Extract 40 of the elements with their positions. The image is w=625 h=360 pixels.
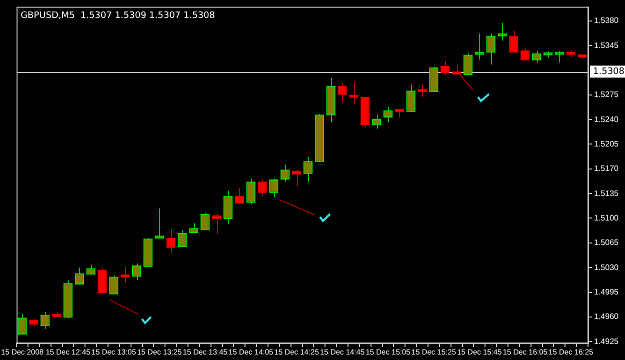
y-tick-label: 1.5380 — [594, 16, 620, 26]
y-tick-label: 1.5030 — [594, 262, 620, 272]
candlestick — [498, 22, 507, 42]
candlestick — [200, 212, 210, 231]
text: GBPUSD,M5 1.5307 1.5309 1.5307 1.5308 — [20, 11, 216, 22]
candlestick — [406, 84, 416, 112]
y-tick-label: 1.5345 — [594, 40, 620, 50]
candlestick — [246, 178, 256, 205]
candlestick — [18, 314, 27, 336]
candlestick — [349, 82, 358, 105]
candlestick — [383, 106, 393, 123]
candlestick — [338, 82, 347, 102]
candlestick — [418, 84, 427, 98]
y-tick-label: 1.5275 — [594, 90, 620, 100]
ref-line-label: 1.5308 — [593, 66, 625, 77]
candlestick — [154, 208, 164, 240]
candlestick — [509, 30, 518, 54]
candlestick — [463, 52, 473, 76]
y-tick-label: 1.4995 — [594, 287, 620, 296]
candlestick — [474, 33, 484, 60]
candlestick — [120, 266, 130, 284]
y-tick-label: 1.4925 — [594, 336, 620, 346]
y-tick-label: 1.5170 — [594, 164, 620, 174]
y-tick-label: 1.5240 — [594, 114, 620, 124]
y-tick-label: 1.5100 — [594, 213, 620, 222]
candlestick — [554, 50, 564, 63]
y-tick-label: 1.5135 — [594, 188, 620, 198]
candlestick — [372, 114, 382, 130]
candlestick — [109, 274, 118, 295]
candlestick — [486, 33, 496, 66]
candlestick — [98, 267, 107, 294]
candlestick — [429, 66, 438, 93]
candlestick — [223, 190, 233, 224]
candlestick — [212, 214, 222, 234]
y-tick-label: 1.5205 — [594, 139, 620, 148]
candlestick — [292, 169, 302, 186]
y-tick-label: 1.5065 — [594, 238, 620, 248]
candlestick — [532, 50, 542, 63]
candlestick — [452, 64, 462, 75]
y-tick-label: 1.4960 — [594, 312, 620, 322]
